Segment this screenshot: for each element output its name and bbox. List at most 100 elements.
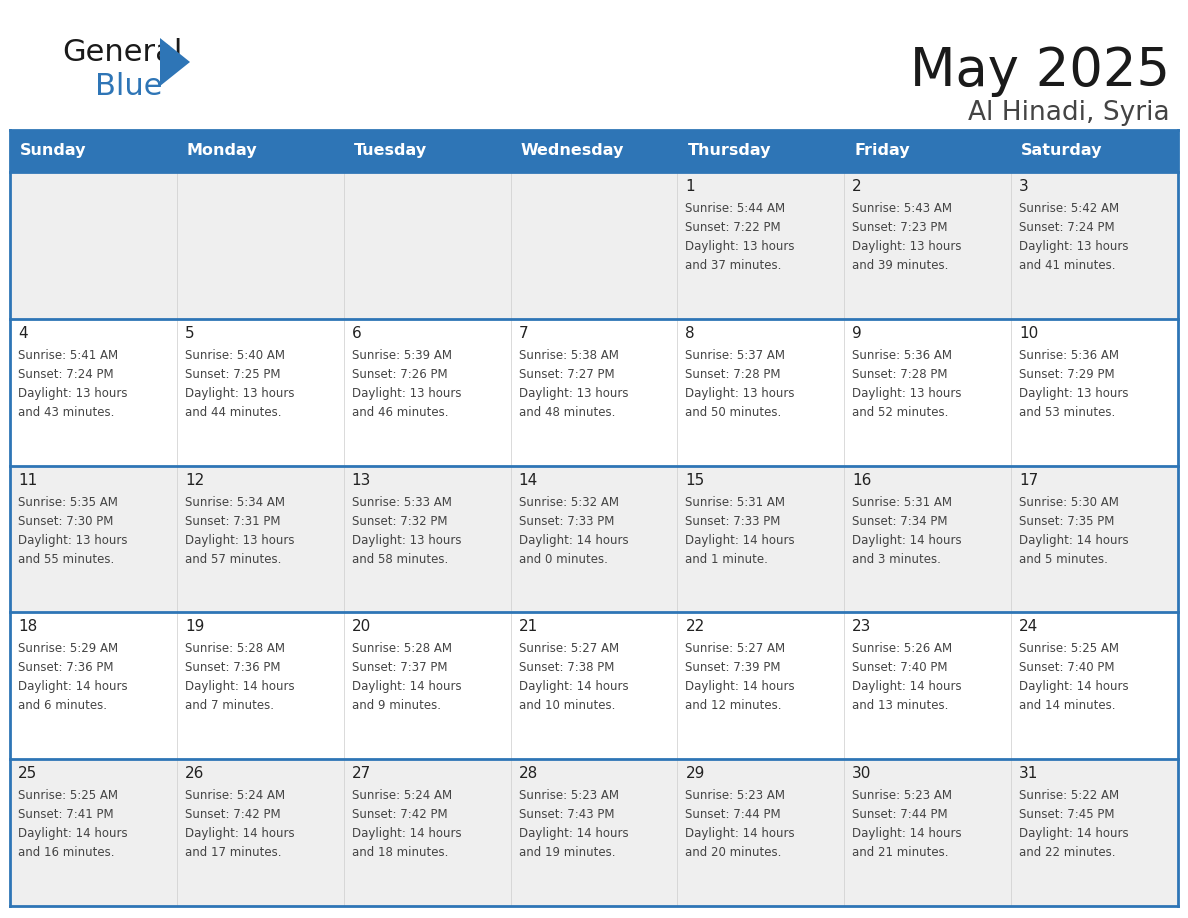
Text: and 16 minutes.: and 16 minutes. [18,846,114,859]
Text: Daylight: 14 hours: Daylight: 14 hours [352,827,461,840]
Text: Daylight: 14 hours: Daylight: 14 hours [1019,680,1129,693]
Bar [343,465,511,612]
Bar [511,465,677,612]
Text: Al Hinadi, Syria: Al Hinadi, Syria [968,100,1170,126]
Bar [677,172,845,319]
Text: Sunset: 7:40 PM: Sunset: 7:40 PM [1019,661,1114,675]
Text: Monday: Monday [187,143,258,159]
Bar [1011,172,1178,319]
Text: 19: 19 [185,620,204,634]
Bar [511,319,677,465]
Text: Sunset: 7:29 PM: Sunset: 7:29 PM [1019,368,1114,381]
Bar [1011,759,1178,906]
Text: 26: 26 [185,767,204,781]
Text: 23: 23 [852,620,872,634]
Text: Sunset: 7:40 PM: Sunset: 7:40 PM [852,661,948,675]
Text: Sunset: 7:44 PM: Sunset: 7:44 PM [852,808,948,822]
Text: and 18 minutes.: and 18 minutes. [352,846,448,859]
Text: Daylight: 14 hours: Daylight: 14 hours [685,827,795,840]
Text: Sunset: 7:38 PM: Sunset: 7:38 PM [519,661,614,675]
Bar [10,319,177,465]
Text: and 52 minutes.: and 52 minutes. [852,406,949,419]
Text: Daylight: 14 hours: Daylight: 14 hours [519,827,628,840]
Text: Sunset: 7:41 PM: Sunset: 7:41 PM [18,808,114,822]
Text: Friday: Friday [854,143,910,159]
Text: Daylight: 14 hours: Daylight: 14 hours [1019,533,1129,546]
Text: 9: 9 [852,326,862,341]
Bar [845,465,1011,612]
Text: Sunday: Sunday [20,143,87,159]
Text: Sunset: 7:34 PM: Sunset: 7:34 PM [852,515,948,528]
Bar [677,759,845,906]
Text: 30: 30 [852,767,872,781]
Text: 25: 25 [18,767,37,781]
Text: and 20 minutes.: and 20 minutes. [685,846,782,859]
Bar [343,319,511,465]
Text: Daylight: 14 hours: Daylight: 14 hours [18,680,127,693]
Text: 18: 18 [18,620,37,634]
Text: and 57 minutes.: and 57 minutes. [185,553,282,565]
Text: and 19 minutes.: and 19 minutes. [519,846,615,859]
Text: Sunset: 7:25 PM: Sunset: 7:25 PM [185,368,280,381]
Text: 10: 10 [1019,326,1038,341]
Text: Sunset: 7:44 PM: Sunset: 7:44 PM [685,808,781,822]
Text: Sunset: 7:28 PM: Sunset: 7:28 PM [852,368,948,381]
Bar [10,759,177,906]
Bar [511,172,677,319]
Text: and 21 minutes.: and 21 minutes. [852,846,949,859]
Text: Sunrise: 5:36 AM: Sunrise: 5:36 AM [1019,349,1119,362]
Text: 15: 15 [685,473,704,487]
Text: Sunrise: 5:36 AM: Sunrise: 5:36 AM [852,349,953,362]
Bar [677,319,845,465]
Text: 28: 28 [519,767,538,781]
Text: Daylight: 13 hours: Daylight: 13 hours [1019,240,1129,253]
Text: Sunrise: 5:31 AM: Sunrise: 5:31 AM [852,496,953,509]
Text: and 14 minutes.: and 14 minutes. [1019,700,1116,712]
Text: Sunset: 7:30 PM: Sunset: 7:30 PM [18,515,113,528]
Text: Sunrise: 5:30 AM: Sunrise: 5:30 AM [1019,496,1119,509]
Text: 27: 27 [352,767,371,781]
Text: Daylight: 13 hours: Daylight: 13 hours [18,386,127,400]
Text: Daylight: 13 hours: Daylight: 13 hours [852,386,962,400]
Text: Sunrise: 5:29 AM: Sunrise: 5:29 AM [18,643,118,655]
Text: and 7 minutes.: and 7 minutes. [185,700,274,712]
Bar [845,612,1011,759]
Text: Daylight: 14 hours: Daylight: 14 hours [852,827,962,840]
Text: Sunrise: 5:28 AM: Sunrise: 5:28 AM [352,643,451,655]
Text: and 0 minutes.: and 0 minutes. [519,553,607,565]
Text: 5: 5 [185,326,195,341]
Bar [1011,319,1178,465]
Text: Daylight: 14 hours: Daylight: 14 hours [352,680,461,693]
Bar [1011,612,1178,759]
Text: 12: 12 [185,473,204,487]
Text: Sunrise: 5:23 AM: Sunrise: 5:23 AM [519,789,619,802]
Text: Sunrise: 5:25 AM: Sunrise: 5:25 AM [18,789,118,802]
Text: Sunset: 7:43 PM: Sunset: 7:43 PM [519,808,614,822]
Text: Daylight: 13 hours: Daylight: 13 hours [685,386,795,400]
Text: Sunrise: 5:41 AM: Sunrise: 5:41 AM [18,349,118,362]
Text: 7: 7 [519,326,529,341]
Text: May 2025: May 2025 [910,45,1170,97]
Bar [1011,465,1178,612]
Bar [177,319,343,465]
Text: Sunset: 7:36 PM: Sunset: 7:36 PM [185,661,280,675]
Text: Sunrise: 5:39 AM: Sunrise: 5:39 AM [352,349,451,362]
Text: 29: 29 [685,767,704,781]
Bar [177,172,343,319]
Text: 3: 3 [1019,179,1029,194]
Text: 22: 22 [685,620,704,634]
Text: Daylight: 14 hours: Daylight: 14 hours [852,680,962,693]
Bar [511,759,677,906]
Text: Sunset: 7:36 PM: Sunset: 7:36 PM [18,661,114,675]
Text: and 3 minutes.: and 3 minutes. [852,553,941,565]
Bar [845,759,1011,906]
Text: Daylight: 14 hours: Daylight: 14 hours [185,827,295,840]
Text: Daylight: 13 hours: Daylight: 13 hours [185,386,295,400]
Text: Sunset: 7:31 PM: Sunset: 7:31 PM [185,515,280,528]
Text: Sunrise: 5:40 AM: Sunrise: 5:40 AM [185,349,285,362]
Text: and 13 minutes.: and 13 minutes. [852,700,949,712]
Text: Sunset: 7:23 PM: Sunset: 7:23 PM [852,221,948,234]
Text: and 41 minutes.: and 41 minutes. [1019,259,1116,272]
Text: Daylight: 13 hours: Daylight: 13 hours [519,386,628,400]
Text: 6: 6 [352,326,361,341]
